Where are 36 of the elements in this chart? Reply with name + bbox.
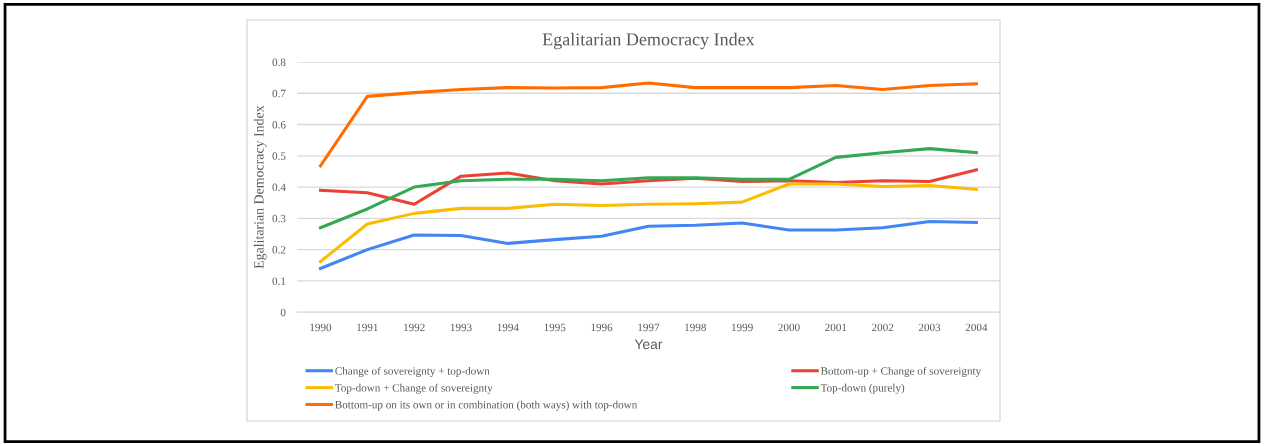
y-axis-title: Egalitarian Democracy Index (253, 105, 267, 269)
x-tick-label: 2003 (918, 323, 941, 332)
x-axis-title: Year (634, 339, 663, 350)
legend-label: Bottom-up on its own or in combination (both ways) with top-down (335, 400, 638, 411)
line-series (318, 81, 978, 168)
x-tick-label: 2001 (825, 323, 847, 332)
line-series (318, 182, 978, 264)
y-tick-label: 0.1 (272, 277, 286, 285)
line-series (318, 147, 978, 230)
legend-label: Top-down + Change of sovereignty (335, 383, 493, 394)
legend-label: Change of sovereignty + top-down (335, 366, 490, 378)
x-tick-label: 1997 (638, 323, 660, 332)
x-tick-label: 1999 (732, 323, 753, 332)
legend-label: Top-down (purely) (820, 383, 905, 394)
x-tick-label: 1990 (310, 323, 332, 332)
x-tick-label: 2004 (965, 323, 988, 332)
y-tick-label: 0.4 (272, 183, 286, 192)
x-tick-label: 1995 (544, 323, 566, 332)
y-tick-label: 0 (280, 308, 286, 317)
x-tick-label: 2000 (778, 323, 800, 332)
x-tick-label: 1996 (591, 323, 613, 332)
x-tick-label: 1993 (450, 323, 472, 332)
x-tick-label: 1992 (404, 323, 425, 332)
x-tick-label: 2002 (872, 323, 894, 332)
x-tick-label: 1998 (685, 323, 706, 332)
y-tick-label: 0.7 (272, 89, 286, 98)
y-tick-label: 0.6 (272, 121, 286, 129)
y-tick-label: 0.5 (272, 152, 286, 160)
y-tick-label: 0.2 (272, 246, 286, 254)
legend-label: Bottom-up + Change of sovereignty (820, 366, 982, 378)
x-tick-label: 1991 (357, 323, 378, 332)
y-tick-label: 0.8 (272, 58, 286, 67)
line-series (318, 219, 978, 270)
y-tick-label: 0.3 (272, 214, 286, 223)
x-tick-label: 1994 (497, 323, 519, 332)
chart-title: Egalitarian Democracy Index (542, 32, 755, 50)
